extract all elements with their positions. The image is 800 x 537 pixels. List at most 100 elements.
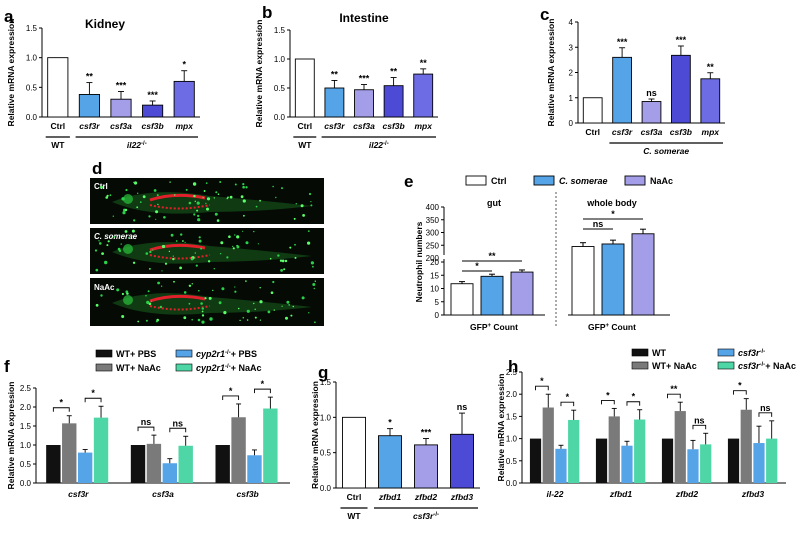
gfp-cell-dot <box>294 256 297 259</box>
gfp-cell-dot <box>272 280 275 284</box>
gfp-cell-dot <box>218 301 222 305</box>
y-tick-label: 0.5 <box>506 457 518 466</box>
gfp-cell-dot <box>201 314 205 317</box>
gfp-cell-dot <box>125 290 129 294</box>
gfp-cell-dot <box>113 236 116 238</box>
gfp-cell-dot <box>254 308 256 310</box>
gfp-cell-dot <box>133 181 138 185</box>
y-axis-label-g: Relative mRNA expression <box>310 381 320 489</box>
fluorescent-cells <box>94 181 316 324</box>
comparison-label: ** <box>670 384 678 394</box>
y-axis-label-f: Relative mRNA expression <box>6 382 16 490</box>
gfp-cell-dot <box>232 247 235 250</box>
gfp-cell-dot <box>228 235 231 238</box>
gfp-cell-dot <box>208 296 212 300</box>
y-tick-label: 1.5 <box>274 26 286 35</box>
comparison-label: * <box>611 209 615 219</box>
bar-h <box>555 448 567 483</box>
y-tick-label: 1 <box>569 94 574 103</box>
chart-h: h WT WT+ NaAc csf3r-/- csf3r-/-+ NaAc 0.0 0.5 1… <box>496 348 796 499</box>
legend-swatch <box>95 349 113 358</box>
y-tick-label: 3 <box>569 43 574 52</box>
legend-label: C. somerae <box>559 176 608 186</box>
gfp-cell-dot <box>100 185 103 189</box>
x-tick-label: mpx <box>702 127 721 137</box>
gfp-cell-dot <box>285 316 288 320</box>
gfp-cell-dot <box>281 259 285 263</box>
gfp-cell-dot <box>112 215 115 217</box>
x-tick-label: csf3r <box>68 489 89 499</box>
x-tick-label: csf3r <box>612 127 633 137</box>
x-tick-label: csf3b <box>237 489 259 499</box>
bar-h <box>634 419 646 483</box>
chart-b: b Intestine 0.0 0.5 1.0 1.5 Relative mRNA expr… <box>254 3 438 150</box>
gfp-cell-dot <box>220 241 224 245</box>
bar-b-Ctrl <box>294 58 315 118</box>
gfp-cell-dot <box>188 284 192 287</box>
y-tick-label: 1.0 <box>506 435 518 444</box>
y-tick-label: 0.0 <box>20 479 32 488</box>
legend-swatch <box>631 348 649 357</box>
gfp-cell-dot <box>246 309 250 313</box>
comparison-bracket <box>692 424 707 430</box>
group-label: WT <box>298 140 312 150</box>
gfp-cell-dot <box>313 287 315 290</box>
group-label: WT <box>51 140 65 150</box>
significance-label: *** <box>421 428 432 438</box>
gfp-cell-dot <box>156 194 159 197</box>
panel-letter-e: e <box>404 172 413 191</box>
bar-f <box>215 445 230 483</box>
gfp-cell-dot <box>194 252 196 254</box>
gfp-cell-dot <box>98 240 100 242</box>
gfp-cell-dot <box>182 240 184 242</box>
gfp-cell-dot <box>197 214 200 218</box>
gfp-cell-dot <box>153 189 157 192</box>
gfp-cell-dot <box>198 289 200 292</box>
gfp-cell-dot <box>163 216 166 219</box>
chart-c: c 0 1 2 3 4 Relative mRNA expression Ctrl *** csf… <box>540 5 725 156</box>
gfp-cell-dot <box>234 290 237 293</box>
y-tick-label: 1.5 <box>20 422 32 431</box>
panel-letter-f: f <box>4 357 10 376</box>
comparison-bracket <box>758 412 773 417</box>
chart-f: f WT+ PBS WT+ NaAc cyp2r1-/-+ PBS cyp2r1-/-+… <box>4 349 290 499</box>
gfp-cell-dot <box>133 181 135 184</box>
y-tick-label: 1.0 <box>320 413 332 422</box>
significance-label: *** <box>676 35 687 45</box>
x-tick-label: Ctrl <box>347 492 362 502</box>
y-tick-label: 2.0 <box>506 390 518 399</box>
gfp-cell-dot <box>191 318 193 321</box>
gfp-cell-dot <box>226 197 228 200</box>
subpanel-title: gut <box>487 198 501 208</box>
x-tick-label: zfbd3 <box>741 489 764 499</box>
y-tick-label: 0.0 <box>320 484 332 493</box>
bar-h <box>674 411 686 483</box>
gfp-cell-dot <box>124 208 128 212</box>
gfp-cell-dot <box>197 318 201 322</box>
chart-title-b: Intestine <box>339 11 389 25</box>
gfp-cell-dot <box>242 230 244 232</box>
gfp-cell-dot <box>198 239 202 243</box>
gfp-cell-dot <box>243 214 245 217</box>
gfp-cell-dot <box>161 270 163 272</box>
significance-label: *** <box>147 90 158 100</box>
gfp-cell-dot <box>197 218 201 222</box>
gfp-cell-dot <box>281 305 283 307</box>
y-tick-label: 2 <box>569 69 574 78</box>
gfp-cell-dot <box>237 307 240 310</box>
legend-label: WT <box>652 348 666 358</box>
gfp-cell-dot <box>174 194 176 196</box>
x-tick-label: csf3a <box>641 127 663 137</box>
comparison-bracket <box>169 427 187 433</box>
bar-f <box>231 417 246 483</box>
legend-swatch <box>175 349 193 358</box>
significance-label: ** <box>707 62 715 72</box>
gfp-cell-dot <box>175 240 178 242</box>
bar-h <box>700 444 712 483</box>
fish-image-naac: NaAc <box>90 278 324 326</box>
group-label: csf3r-/- <box>413 511 439 521</box>
fish-label-c-somerae: C. somerae <box>94 232 138 241</box>
gfp-cell-dot <box>204 297 207 300</box>
y-tick-label: 1.5 <box>320 378 332 387</box>
